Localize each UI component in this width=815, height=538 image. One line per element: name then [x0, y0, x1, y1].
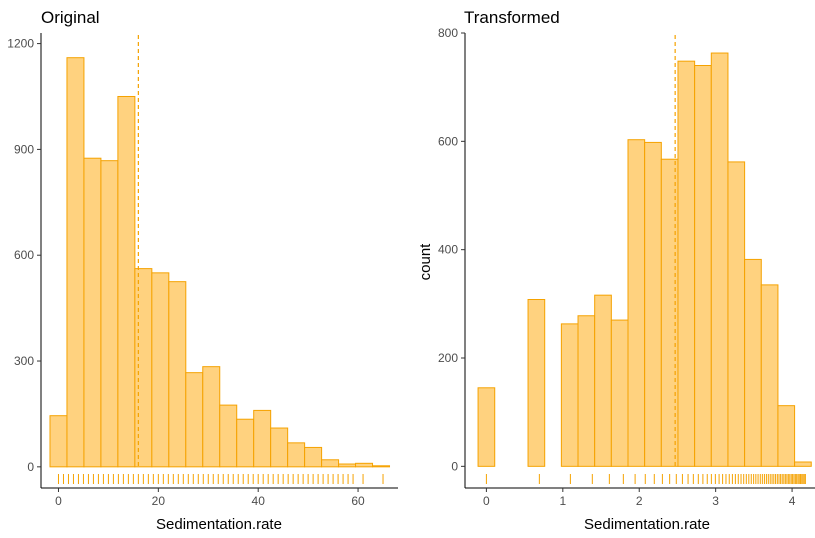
y-tick-label-transformed-2: 400 — [438, 243, 458, 257]
histogram-bar-transformed-5 — [560, 323, 579, 467]
y-tick-label-original-4: 1200 — [7, 37, 34, 51]
x-axis-label-transformed: Sedimentation.rate — [584, 516, 710, 533]
x-tick-label-original-2: 40 — [252, 494, 266, 508]
y-axis-label-transformed: count — [417, 243, 434, 281]
x-tick-label-original-3: 60 — [351, 494, 365, 508]
histogram-bar-transformed-6 — [577, 315, 596, 467]
histogram-bar-transformed-18 — [777, 405, 796, 467]
y-tick-label-original-1: 300 — [14, 354, 34, 368]
y-tick-label-original-2: 600 — [14, 248, 34, 262]
y-tick-labels-transformed: 0 200 400 600 800 — [438, 26, 465, 473]
x-tick-label-transformed-0: 0 — [483, 494, 490, 508]
histogram-bar-transformed-19 — [794, 461, 812, 467]
histogram-bar-transformed-16 — [744, 258, 762, 467]
histogram-bar-original-14 — [287, 442, 306, 468]
x-tick-labels-original: 0 20 40 60 — [55, 488, 365, 508]
histogram-bar-transformed-7 — [594, 294, 612, 467]
y-tick-label-original-0: 0 — [27, 460, 34, 474]
histogram-bar-transformed-12 — [677, 60, 696, 467]
histogram-bar-original-8 — [185, 372, 204, 468]
histogram-bar-original-10 — [219, 404, 238, 468]
histogram-bar-original-19 — [372, 465, 391, 468]
histogram-bar-original-1 — [66, 57, 85, 468]
histogram-bar-original-12 — [253, 409, 272, 468]
x-tick-labels-transformed: 0 1 2 3 4 — [483, 488, 796, 508]
original-histogram-panel: Original 0 300 600 900 1200 0 20 40 60 Sediment… — [7, 8, 398, 533]
histogram-bar-original-11 — [236, 418, 255, 468]
histogram-bar-original-6 — [151, 272, 170, 468]
bars-transformed — [464, 33, 815, 489]
histogram-bar-original-9 — [202, 366, 221, 468]
histogram-bar-original-7 — [168, 281, 187, 468]
panel-title-original: Original — [41, 8, 100, 27]
y-tick-label-transformed-0: 0 — [451, 459, 458, 473]
histogram-bar-transformed-17 — [760, 284, 779, 467]
histogram-bar-original-16 — [321, 459, 340, 468]
x-tick-label-original-1: 20 — [152, 494, 166, 508]
histogram-bar-original-17 — [338, 463, 357, 468]
histogram-bar-original-18 — [355, 462, 374, 468]
histogram-bar-transformed-13 — [694, 65, 712, 467]
x-tick-label-transformed-2: 2 — [636, 494, 643, 508]
x-axis-label-original: Sedimentation.rate — [156, 516, 282, 533]
x-tick-label-original-0: 0 — [55, 494, 62, 508]
histogram-bar-original-15 — [304, 446, 323, 468]
histogram-bar-transformed-15 — [727, 161, 746, 467]
histogram-bar-original-5 — [134, 268, 153, 468]
y-tick-label-transformed-3: 600 — [438, 134, 458, 148]
histogram-bar-original-4 — [117, 95, 136, 468]
histogram-bar-original-0 — [49, 415, 68, 468]
histogram-bar-transformed-10 — [644, 141, 662, 467]
histogram-bar-original-2 — [83, 157, 102, 468]
panel-title-transformed: Transformed — [464, 8, 560, 27]
x-tick-label-transformed-1: 1 — [559, 494, 566, 508]
bars-original — [40, 33, 398, 489]
y-tick-labels-original: 0 300 600 900 1200 — [7, 37, 41, 474]
transformed-histogram-panel: Transformed 0 200 400 600 800 0 1 2 3 4 Sediment… — [417, 8, 815, 533]
y-tick-label-transformed-4: 800 — [438, 26, 458, 40]
x-tick-label-transformed-4: 4 — [789, 494, 796, 508]
x-tick-label-transformed-3: 3 — [712, 494, 719, 508]
y-tick-label-original-3: 900 — [14, 142, 34, 156]
histogram-bar-original-13 — [270, 427, 289, 468]
histogram-bar-original-3 — [100, 160, 119, 468]
histogram-bar-transformed-14 — [710, 52, 729, 467]
histogram-bar-transformed-9 — [627, 139, 646, 467]
histogram-bar-transformed-3 — [527, 299, 546, 467]
histogram-bar-transformed-8 — [610, 319, 629, 467]
y-tick-label-transformed-1: 200 — [438, 351, 458, 365]
histogram-bar-transformed-0 — [477, 387, 496, 467]
